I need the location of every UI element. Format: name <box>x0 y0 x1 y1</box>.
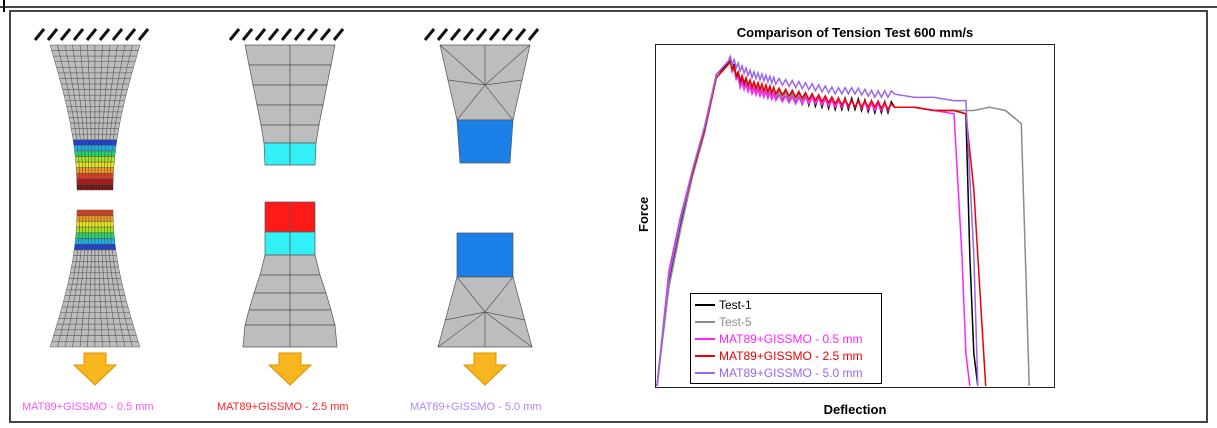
down-arrow-icon <box>72 352 118 386</box>
model-medium-mesh <box>228 28 345 386</box>
model-coarse-mesh <box>423 28 540 386</box>
legend-entry: MAT89+GISSMO - 5.0 mm <box>691 364 881 381</box>
series-line <box>656 54 979 387</box>
hatch-support-icon <box>423 28 540 41</box>
legend-swatch <box>695 320 715 323</box>
chart-legend: Test-1 Test-5 MAT89+GISSMO - 0.5 mm MAT89+G… <box>690 293 882 384</box>
chart-title: Comparison of Tension Test 600 mm/s <box>736 25 974 40</box>
legend-label: Test-1 <box>719 297 752 312</box>
legend-entry: MAT89+GISSMO - 2.5 mm <box>691 347 881 364</box>
caption-5.0mm: MAT89+GISSMO - 5.0 mm <box>410 401 542 413</box>
down-arrow-icon <box>462 352 508 386</box>
legend-entry: Test-1 <box>691 296 881 313</box>
series-line <box>656 58 987 387</box>
corner-tick <box>3 0 5 12</box>
legend-label: MAT89+GISSMO - 0.5 mm <box>719 331 863 346</box>
legend-swatch <box>695 303 715 306</box>
top-border <box>0 0 1217 8</box>
legend-entry: Test-5 <box>691 313 881 330</box>
model-fine-mesh <box>33 28 150 386</box>
down-arrow-icon <box>267 352 313 386</box>
hatch-support-icon <box>228 28 345 41</box>
legend-swatch <box>695 371 715 374</box>
legend-label: Test-5 <box>719 314 752 329</box>
y-axis-label: Force <box>636 196 651 232</box>
series-line <box>656 57 971 387</box>
x-axis-label: Deflection <box>823 402 887 417</box>
hatch-support-icon <box>33 28 150 41</box>
legend-label: MAT89+GISSMO - 5.0 mm <box>719 365 863 380</box>
legend-swatch <box>695 354 715 357</box>
legend-label: MAT89+GISSMO - 2.5 mm <box>719 348 863 363</box>
legend-entry: MAT89+GISSMO - 0.5 mm <box>691 330 881 347</box>
caption-2.5mm: MAT89+GISSMO - 2.5 mm <box>217 401 349 413</box>
legend-swatch <box>695 337 715 340</box>
caption-0.5mm: MAT89+GISSMO - 0.5 mm <box>22 401 154 413</box>
